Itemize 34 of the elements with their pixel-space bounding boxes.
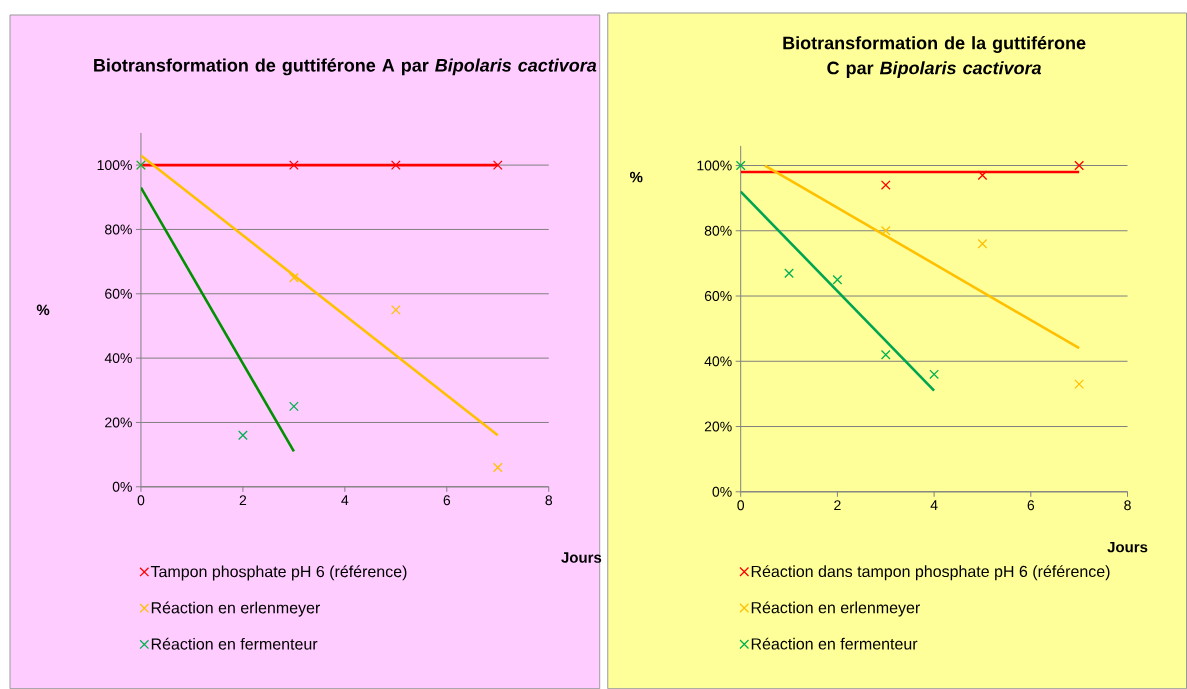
y-axis-title: % <box>36 304 50 316</box>
y-tick-label: 100% <box>97 160 132 170</box>
x-tick-label: 0 <box>137 495 145 506</box>
y-tick-label: 60% <box>105 288 132 299</box>
y-tick-label: 40% <box>704 356 732 367</box>
y-tick-label: 20% <box>105 417 132 428</box>
y-tick-label: 100% <box>697 160 732 171</box>
y-tick-label: 80% <box>105 224 132 235</box>
y-axis-title: % <box>629 171 643 183</box>
legend-label: Tampon phosphate pH 6 (référence) <box>150 565 407 581</box>
legend-label: Réaction en fermenteur <box>151 637 318 650</box>
legend-label: Réaction en erlenmeyer <box>751 601 920 617</box>
x-tick-label: 8 <box>1124 500 1131 511</box>
y-tick-label: 0% <box>712 486 732 497</box>
x-tick-label: 6 <box>443 495 451 506</box>
chart-title: Biotransformation de la guttiférone C par Bipolaris cactivora <box>783 35 1086 78</box>
x-tick-label: 4 <box>341 495 349 505</box>
x-tick-label: 0 <box>737 500 745 511</box>
x-tick-label: 8 <box>545 495 553 506</box>
y-tick-label: 20% <box>704 421 732 432</box>
y-tick-label: 60% <box>704 290 732 301</box>
x-tick-label: 2 <box>834 500 841 510</box>
y-tick-label: 0% <box>112 481 132 492</box>
legend-label: Réaction en erlenmeyer <box>151 601 321 617</box>
y-tick-label: 80% <box>704 225 732 236</box>
x-tick-label: 6 <box>1027 500 1035 511</box>
x-tick-label: 2 <box>239 495 247 505</box>
legend-label: Réaction en fermenteur <box>751 637 918 650</box>
y-tick-label: 40% <box>104 353 132 363</box>
x-tick-label: 4 <box>930 500 938 510</box>
chart-title: Biotransformation de guttiférone A par Bipolaris cactivora <box>94 58 597 76</box>
legend-label: Réaction dans tampon phosphate pH 6 (référence) <box>751 565 1110 581</box>
x-axis-title: Jours <box>561 552 602 563</box>
x-axis-title: Jours <box>1107 541 1148 553</box>
